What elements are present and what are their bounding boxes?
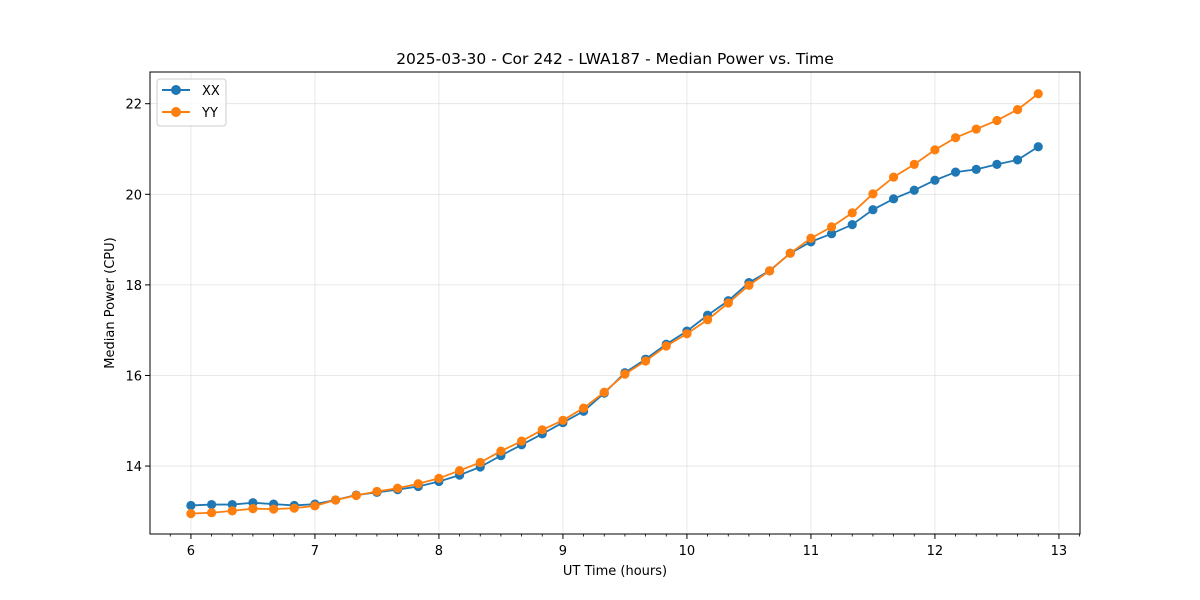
series-xx-point — [826, 229, 837, 239]
series-xx-point — [930, 175, 940, 185]
x-tick-label: 11 — [803, 544, 820, 559]
series-yy-point — [599, 387, 609, 397]
y-axis-ticks: 14 16 18 20 22 — [125, 98, 150, 475]
x-tick-label: 9 — [559, 544, 567, 559]
series-layer — [186, 89, 1043, 519]
series-xx-point — [888, 194, 899, 204]
legend-yy-label: YY — [201, 106, 218, 121]
series-yy-point — [413, 479, 423, 489]
series-yy-point — [764, 266, 775, 276]
series-yy-point — [682, 329, 692, 339]
series-yy-point — [909, 159, 919, 169]
series-yy-line — [190, 93, 1039, 515]
y-tick-label: 16 — [125, 369, 142, 384]
legend-xx-label: XX — [202, 84, 220, 99]
x-axis-ticks: 6 7 8 9 10 11 12 13 — [169, 534, 1080, 559]
series-yy-point — [248, 504, 258, 514]
series-yy-point — [454, 465, 465, 476]
series-yy-point — [289, 503, 299, 513]
x-axis-label: UT Time (hours) — [563, 564, 667, 579]
y-tick-label: 18 — [125, 279, 142, 294]
x-tick-label: 6 — [187, 544, 195, 559]
legend-xx-marker — [171, 85, 181, 95]
series-yy-point — [992, 115, 1002, 126]
series-yy-point — [578, 403, 589, 413]
series-xx-line — [190, 145, 1039, 507]
series-yy-point — [806, 233, 816, 243]
x-tick-label: 12 — [927, 544, 944, 559]
series-yy-point — [351, 490, 361, 501]
series-xx-point — [1012, 155, 1023, 165]
plot-frame — [149, 71, 1081, 535]
series-yy-point — [537, 425, 547, 435]
series-xx-point — [868, 205, 878, 215]
y-axis-label: Median Power (CPU) — [103, 237, 118, 368]
series-yy-point — [516, 436, 527, 446]
series-yy-point — [620, 369, 630, 379]
series-yy-point — [496, 446, 506, 456]
series-xx-point — [847, 220, 857, 230]
series-yy-point — [558, 415, 568, 425]
series-yy-point — [206, 508, 217, 518]
series-yy-point — [868, 189, 878, 199]
series-yy-point — [702, 315, 713, 325]
series-xx-point — [992, 159, 1002, 169]
series-yy-point — [310, 501, 320, 511]
series-yy-point — [186, 509, 196, 519]
y-tick-label: 20 — [125, 188, 142, 203]
series-yy-point — [640, 356, 651, 366]
series-yy-point — [434, 473, 444, 483]
series-yy-point — [227, 506, 237, 516]
legend: XX YY — [156, 78, 227, 127]
y-tick-label: 14 — [125, 460, 142, 475]
x-tick-label: 8 — [435, 544, 443, 559]
x-tick-label: 13 — [1051, 544, 1068, 559]
series-yy-point — [950, 133, 961, 143]
series-yy-point — [1033, 89, 1043, 99]
x-tick-label: 10 — [679, 544, 696, 559]
series-yy-point — [785, 248, 795, 258]
series-yy-point — [888, 172, 899, 182]
series-xx-point — [206, 499, 217, 510]
grid-layer — [150, 72, 1080, 534]
series-yy-point — [971, 124, 981, 134]
series-yy-point — [661, 341, 671, 351]
series-yy-point — [330, 495, 341, 505]
series-xx-point — [971, 164, 981, 174]
series-yy-point — [847, 208, 857, 218]
series-xx-point — [909, 185, 919, 195]
series-yy-point — [372, 486, 382, 497]
series-yy-point — [826, 222, 837, 232]
series-yy-point — [475, 457, 485, 468]
series-yy-point — [392, 483, 403, 493]
series-yy-point — [930, 145, 940, 155]
x-tick-label: 7 — [311, 544, 319, 559]
series-yy-point — [744, 280, 754, 290]
series-xx-point — [186, 500, 196, 511]
series-yy-point — [1012, 104, 1023, 115]
legend-yy-marker — [171, 107, 181, 117]
series-xx-point — [227, 499, 237, 510]
chart-title: 2025-03-30 - Cor 242 - LWA187 - Median P… — [396, 50, 834, 68]
y-tick-label: 22 — [125, 98, 142, 113]
series-yy-point — [268, 504, 279, 514]
series-xx-point — [950, 167, 961, 177]
series-xx-point — [1033, 142, 1043, 152]
series-yy-point — [723, 298, 733, 308]
